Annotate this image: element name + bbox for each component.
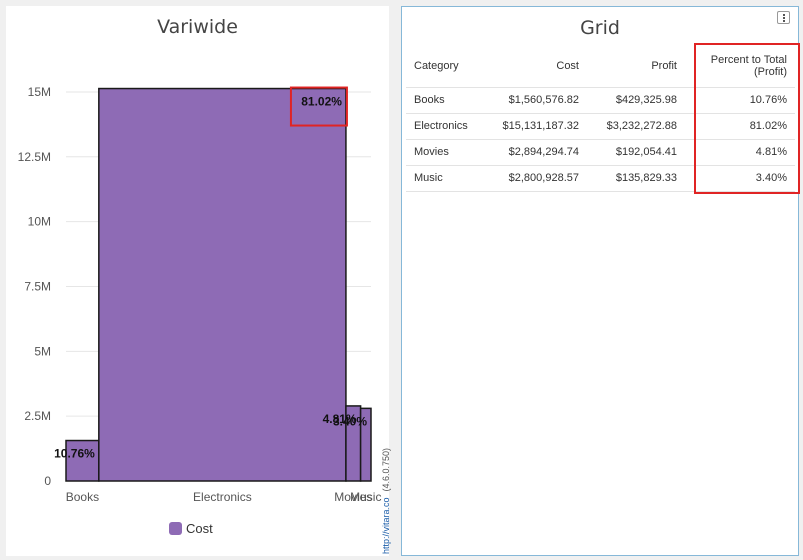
cell-category: Movies [406, 138, 492, 165]
cell-profit: $429,325.98 [587, 86, 685, 113]
data-label: 4.81% [323, 412, 357, 426]
col-header-percent-to-total[interactable]: Percent to Total (Profit) [710, 53, 787, 78]
data-label: 10.76% [54, 447, 95, 461]
table-row: Music $2,800,928.57 $135,829.33 3.40% [406, 164, 795, 192]
more-options-icon[interactable] [777, 11, 790, 24]
bar-electronics [98, 87, 347, 482]
data-label: 81.02% [301, 95, 342, 109]
x-tick-label: Movies [334, 490, 372, 504]
chart-legend[interactable]: Cost [169, 521, 213, 536]
col-header-profit[interactable]: Profit [651, 59, 677, 72]
table-row: Movies $2,894,294.74 $192,054.41 4.81% [406, 138, 795, 165]
cell-profit: $3,232,272.88 [587, 112, 685, 139]
y-tick-label: 15M [28, 85, 51, 99]
y-tick-label: 7.5M [24, 279, 51, 293]
cell-category: Electronics [406, 112, 492, 139]
credit-link[interactable]: http://vitara.co [381, 497, 391, 554]
credit-version: (4.6.0.750) [381, 447, 391, 492]
chart-credit: http://vitara.co (4.6.0.750) [381, 448, 391, 554]
x-tick-label: Electronics [193, 490, 252, 504]
cell-profit: $192,054.41 [587, 138, 685, 165]
data-label-highlight [289, 86, 348, 127]
cell-percent: 10.76% [685, 86, 795, 113]
y-tick-label: 2.5M [24, 409, 51, 423]
table-row: Books $1,560,576.82 $429,325.98 10.76% [406, 86, 795, 113]
cell-profit: $135,829.33 [587, 164, 685, 192]
cell-cost: $2,894,294.74 [492, 138, 587, 165]
cell-cost: $15,131,187.32 [492, 112, 587, 139]
legend-swatch-cost [169, 522, 182, 535]
cell-percent: 4.81% [685, 138, 795, 165]
grid-panel: Grid Category Cost Profit Percent to Tot… [401, 6, 800, 556]
cell-category: Books [406, 86, 492, 113]
col-header-cost[interactable]: Cost [556, 59, 579, 72]
cell-cost: $1,560,576.82 [492, 86, 587, 113]
y-tick-label: 0 [44, 474, 51, 488]
chart-title: Variwide [157, 16, 238, 38]
y-tick-label: 5M [34, 344, 51, 358]
grid-header-row: Category Cost Profit Percent to Total (P… [406, 45, 795, 87]
percent-column-highlight [694, 43, 800, 194]
y-tick-label: 12.5M [18, 150, 51, 164]
cell-cost: $2,800,928.57 [492, 164, 587, 192]
bar-books [65, 439, 100, 482]
x-tick-label: Music [350, 490, 381, 504]
variwide-chart: 0 2.5M 5M 7.5M 10M 12.5M 15M Books Electronics Mo… [18, 85, 382, 504]
col-header-category[interactable]: Category [414, 59, 459, 72]
cell-percent: 3.40% [685, 164, 795, 192]
grid-title: Grid [580, 17, 620, 39]
cell-category: Music [406, 164, 492, 192]
data-grid: Category Cost Profit Percent to Total (P… [406, 45, 795, 192]
variwide-chart-panel: Variwide 0 2.5M 5M 7.5M 10M 12.5M 15M Books Elec… [6, 6, 391, 556]
bar-music [359, 407, 372, 482]
table-row: Electronics $15,131,187.32 $3,232,272.88… [406, 112, 795, 139]
cell-percent: 81.02% [685, 112, 795, 139]
legend-label-cost: Cost [186, 521, 213, 536]
y-tick-label: 10M [28, 215, 51, 229]
data-label: 3.40% [333, 414, 367, 428]
x-tick-label: Books [66, 490, 99, 504]
